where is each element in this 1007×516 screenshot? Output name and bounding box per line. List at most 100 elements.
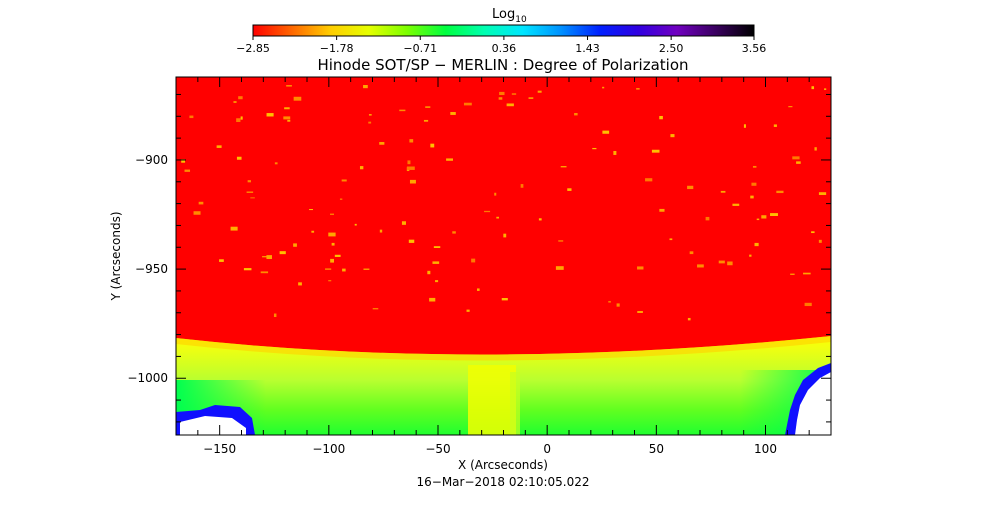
- speckle: [471, 258, 476, 263]
- speckle: [814, 147, 817, 151]
- speckle: [720, 190, 726, 193]
- speckle: [637, 266, 644, 270]
- speckle: [659, 208, 665, 212]
- speckle: [184, 169, 191, 172]
- speckle: [752, 165, 757, 168]
- speckle: [181, 159, 186, 163]
- speckle: [293, 96, 302, 101]
- speckle: [796, 161, 801, 164]
- x-tick-label: −150: [203, 442, 236, 456]
- speckle: [399, 109, 406, 112]
- speckle: [243, 268, 252, 271]
- speckle: [503, 233, 507, 238]
- speckle: [216, 145, 222, 148]
- speckle: [466, 309, 470, 312]
- speckle: [792, 156, 800, 160]
- speckle: [499, 91, 505, 96]
- speckle: [645, 178, 653, 182]
- speckle: [298, 282, 302, 286]
- speckle: [430, 143, 435, 148]
- y-tick-label: −900: [135, 153, 168, 167]
- speckle: [427, 270, 431, 275]
- colorbar-tick-label: −2.85: [236, 42, 270, 55]
- speckle: [331, 242, 335, 246]
- speckle: [293, 243, 297, 247]
- speckle: [761, 215, 767, 219]
- speckle: [425, 106, 431, 108]
- speckle: [718, 260, 725, 264]
- speckle: [687, 317, 691, 321]
- speckle: [803, 272, 811, 275]
- y-tick-label: −950: [135, 262, 168, 276]
- colorbar-tick-label: 3.56: [742, 42, 767, 55]
- speckle: [511, 93, 517, 95]
- speckle: [433, 246, 441, 248]
- speckle: [409, 179, 416, 184]
- speckle: [749, 254, 752, 257]
- speckle: [407, 160, 411, 165]
- x-tick-label: −50: [425, 442, 450, 456]
- speckle: [423, 119, 429, 122]
- speckle: [773, 124, 777, 127]
- speckle: [379, 229, 383, 233]
- speckle: [669, 238, 673, 241]
- x-axis: −150 −100 −50 0 50 100: [197, 77, 810, 456]
- speckle: [602, 130, 610, 134]
- x-tick-label: −100: [312, 442, 345, 456]
- speckle: [368, 121, 372, 124]
- speckle: [342, 268, 346, 272]
- colorbar-tick-label: 1.43: [575, 42, 600, 55]
- speckle: [189, 115, 194, 119]
- plot-area: [176, 77, 831, 435]
- colorbar-tick-label: 0.36: [492, 42, 517, 55]
- speckle: [496, 216, 500, 219]
- speckle: [279, 251, 286, 255]
- speckle: [236, 156, 242, 160]
- speckle: [689, 251, 694, 255]
- speckle: [435, 280, 439, 283]
- speckle: [560, 166, 567, 168]
- speckle: [330, 213, 335, 216]
- speckle: [328, 232, 336, 237]
- speckle: [613, 150, 617, 155]
- y-tick-label: −1000: [127, 371, 168, 385]
- speckle: [754, 242, 759, 247]
- speckle: [429, 297, 436, 302]
- colorbar-tick-label: 2.50: [659, 42, 684, 55]
- speckle: [687, 185, 694, 190]
- colorbar-tick-label: −0.71: [403, 42, 437, 55]
- speckle: [790, 273, 795, 275]
- speckle: [230, 226, 238, 231]
- speckle: [636, 88, 640, 90]
- speckle: [788, 105, 793, 108]
- speckle: [363, 85, 368, 89]
- speckle: [233, 101, 237, 103]
- speckle: [287, 119, 291, 122]
- speckle: [266, 113, 274, 117]
- speckle: [339, 198, 343, 200]
- colorbar: [252, 24, 755, 37]
- speckle: [408, 239, 415, 243]
- speckle: [341, 179, 347, 182]
- limb-haze: [176, 336, 831, 361]
- speckle: [432, 261, 440, 264]
- speckle: [284, 107, 290, 110]
- speckle: [274, 162, 278, 165]
- speckle: [538, 218, 542, 221]
- x-axis-label: X (Arcseconds): [458, 458, 548, 472]
- speckle: [818, 192, 827, 195]
- speckle: [328, 280, 332, 282]
- x-tick-label: 0: [543, 442, 551, 456]
- speckle: [409, 139, 414, 143]
- speckle: [283, 116, 291, 120]
- speckle: [770, 213, 778, 216]
- speckle: [273, 313, 277, 318]
- speckle: [330, 258, 335, 263]
- speckle: [811, 231, 815, 234]
- y-axis: −900 −950 −1000: [127, 93, 831, 423]
- speckle: [555, 266, 564, 270]
- speckle: [520, 184, 524, 188]
- colorbar-tick-label: −1.78: [320, 42, 354, 55]
- speckle: [616, 303, 620, 307]
- speckle: [501, 298, 508, 301]
